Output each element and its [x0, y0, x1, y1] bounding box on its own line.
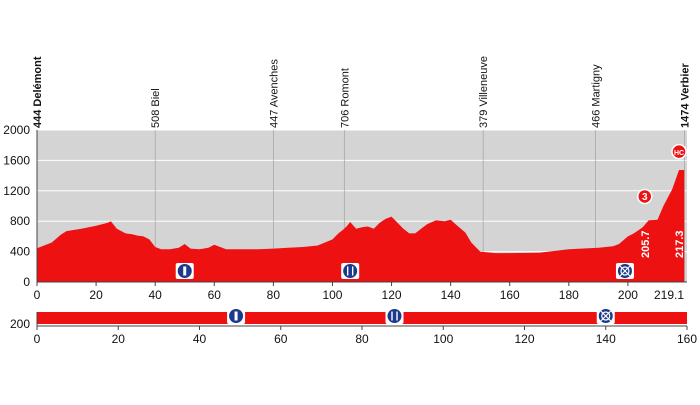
climb-category-text-0: 3: [642, 192, 648, 203]
icon-glyph-ov-0: [234, 311, 238, 321]
icon-disc-ov-1: [387, 309, 402, 323]
climb-km-label-1: 217.3: [674, 230, 686, 258]
x-tick-label-100: 100: [322, 288, 342, 302]
town-label-6: 1474 Verbier: [679, 62, 691, 128]
overview-strip: [37, 312, 687, 324]
feed-zone-icon-ov-1: [385, 308, 404, 324]
x-tick-label-80: 80: [267, 288, 281, 302]
finish-circuit-icon-ov-2: [596, 308, 615, 324]
x-tick-label-120: 120: [382, 288, 402, 302]
overview-x-tick-label-0: 0: [34, 332, 41, 346]
icon-glyph-main-0: [183, 266, 187, 276]
climb-km-label-0: 205.7: [640, 230, 652, 258]
overview-x-tick-label-40: 40: [193, 332, 207, 346]
overview-x-tick-label-60: 60: [274, 332, 288, 346]
overview-x-ticks: 0 20 40 60 80 100 120 140 160: [34, 326, 697, 346]
town-label-2: 447 Avenches: [268, 59, 280, 128]
y-ticks: 0 400 800 1200 1600 2000: [3, 123, 30, 289]
x-tick-label-20: 20: [89, 288, 103, 302]
climb-markers: 205.7 3 217.3 HC: [637, 143, 687, 258]
finish-circuit-icon-main-2: [615, 263, 634, 279]
sprint-icon-main-0: [175, 263, 194, 279]
x-tick-label-180: 180: [559, 288, 579, 302]
icon-glyph-a-ov-2: [601, 311, 611, 321]
km-markers: [175, 263, 634, 279]
x-tick-label-140: 140: [441, 288, 461, 302]
overview-y-tick-label: 200: [10, 317, 30, 331]
overview-x-tick-label-120: 120: [514, 332, 534, 346]
town-labels: 444 Delémont 508 Biel 447 Avenches 706 Romo…: [32, 56, 691, 128]
final-distance-label: 219.1: [654, 288, 684, 302]
overview-x-tick-label-20: 20: [112, 332, 126, 346]
x-ticks: 0 20 40 60 80 100 120 140 160 180 200: [34, 282, 638, 302]
y-tick-label-800: 800: [10, 214, 30, 228]
x-tick-label-60: 60: [208, 288, 222, 302]
overview-x-tick-label-140: 140: [596, 332, 616, 346]
town-label-5: 466 Martigny: [590, 64, 602, 128]
y-tick-label-1600: 1600: [3, 153, 30, 167]
sprint-icon-ov-0: [227, 308, 246, 324]
climb-category-text-1: HC: [674, 150, 684, 157]
overview-markers: [227, 308, 615, 324]
climb-category-badge-0: [637, 188, 653, 205]
icon-disc-main-1: [343, 264, 358, 278]
y-tick-label-2000: 2000: [3, 123, 30, 137]
overview-x-tick-label-160: 160: [677, 332, 697, 346]
y-tick-label-0: 0: [23, 275, 30, 289]
x-tick-label-160: 160: [500, 288, 520, 302]
climb-category-badge-1: [671, 143, 687, 160]
y-tick-label-400: 400: [10, 245, 30, 259]
town-label-4: 379 Villeneuve: [478, 56, 490, 128]
town-label-0: 444 Delémont: [32, 56, 44, 128]
overview-x-tick-label-100: 100: [433, 332, 453, 346]
elevation-area: [37, 170, 685, 282]
town-label-3: 706 Romont: [339, 68, 351, 128]
overview-x-tick-label-80: 80: [355, 332, 369, 346]
x-tick-label-0: 0: [34, 288, 41, 302]
x-tick-label-200: 200: [618, 288, 638, 302]
feed-zone-icon-main-1: [341, 263, 360, 279]
y-tick-label-1200: 1200: [3, 184, 30, 198]
town-label-1: 508 Biel: [150, 88, 162, 128]
icon-glyph-c-main-2: [619, 265, 631, 277]
icon-glyph-a-main-2: [620, 266, 630, 276]
x-tick-label-40: 40: [149, 288, 163, 302]
icon-glyph-c-ov-2: [600, 310, 612, 322]
